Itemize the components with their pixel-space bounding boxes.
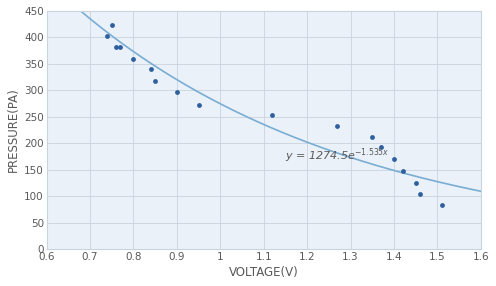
Point xyxy=(112,45,120,50)
Y-axis label: PRESSURE(PA): PRESSURE(PA) xyxy=(7,88,20,172)
Point xyxy=(129,56,137,61)
Point xyxy=(147,67,155,72)
Point xyxy=(399,168,407,173)
Point xyxy=(151,79,159,84)
Point xyxy=(416,191,424,196)
Point xyxy=(194,102,202,107)
Point xyxy=(390,157,398,161)
Point xyxy=(412,181,420,185)
Point xyxy=(104,33,112,38)
Point xyxy=(368,135,376,139)
Point xyxy=(173,90,181,94)
Point xyxy=(268,112,276,117)
Point xyxy=(377,145,385,149)
Point xyxy=(437,202,445,207)
Point xyxy=(117,45,124,49)
Text: y = 1274.5e$^{-1.535x}$: y = 1274.5e$^{-1.535x}$ xyxy=(285,146,390,164)
X-axis label: VOLTAGE(V): VOLTAGE(V) xyxy=(229,266,299,279)
Point xyxy=(108,22,116,27)
Point xyxy=(333,124,341,129)
